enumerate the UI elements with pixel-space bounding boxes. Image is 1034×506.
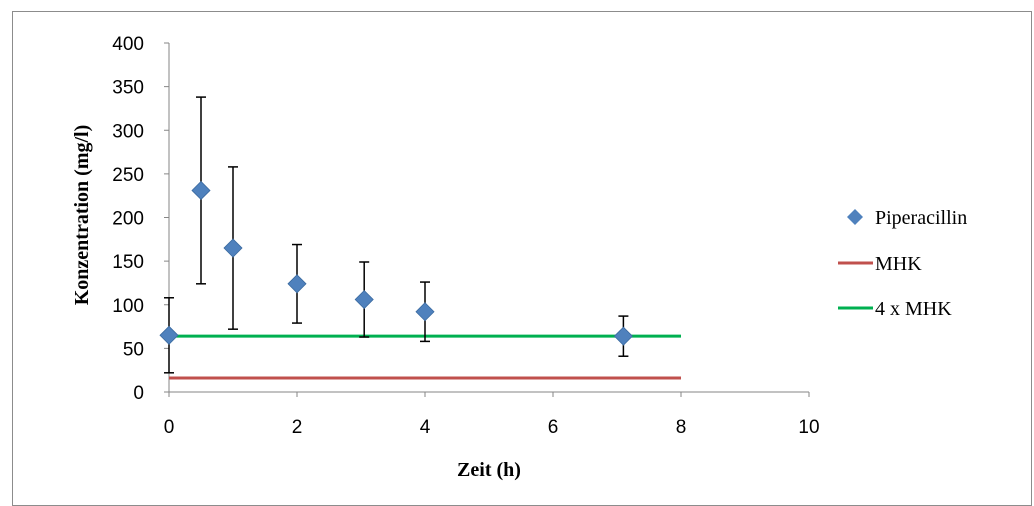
y-axis-title: Konzentration (mg/l) (71, 125, 93, 306)
data-point (415, 302, 435, 322)
legend-label: MHK (875, 253, 922, 275)
chart-area (12, 11, 1032, 506)
x-tick-label: 6 (548, 417, 559, 438)
legend-item: Piperacillin (847, 207, 967, 229)
y-tick-labels: 0 50 100 150 200 250 300 350 400 (112, 34, 169, 404)
x-tick-label: 10 (798, 417, 819, 438)
x-axis-title: Zeit (h) (457, 459, 521, 481)
data-point (223, 238, 243, 258)
x-tick-label: 4 (420, 417, 431, 438)
error-bars (164, 96, 629, 374)
y-tick-label: 400 (112, 34, 144, 55)
data-point (354, 289, 374, 310)
legend-label: 4 x MHK (875, 298, 952, 320)
y-tick-label: 100 (112, 296, 144, 317)
x-tick-label: 8 (676, 417, 687, 438)
data-point (191, 180, 211, 201)
legend-item: 4 x MHK (838, 298, 952, 320)
y-tick-label: 0 (133, 383, 144, 404)
y-tick-label: 150 (112, 252, 144, 273)
y-tick-label: 250 (112, 165, 144, 186)
x-tick-labels: 0 2 4 6 8 10 (164, 392, 820, 438)
x-tick-label: 2 (292, 417, 303, 438)
axes (168, 43, 809, 393)
data-point (287, 274, 307, 294)
y-tick-label: 350 (112, 78, 144, 99)
data-points (159, 180, 633, 346)
legend-marker-diamond (847, 209, 863, 225)
data-point (613, 326, 633, 346)
legend-item: MHK (838, 253, 922, 275)
y-tick-label: 50 (123, 339, 144, 360)
y-tick-label: 300 (112, 121, 144, 142)
data-point (159, 325, 179, 345)
legend-label: Piperacillin (875, 207, 967, 229)
y-tick-label: 200 (112, 209, 144, 230)
x-tick-label: 0 (164, 417, 175, 438)
reference-lines (169, 334, 681, 380)
legend: Piperacillin MHK 4 x MHK (838, 207, 967, 320)
